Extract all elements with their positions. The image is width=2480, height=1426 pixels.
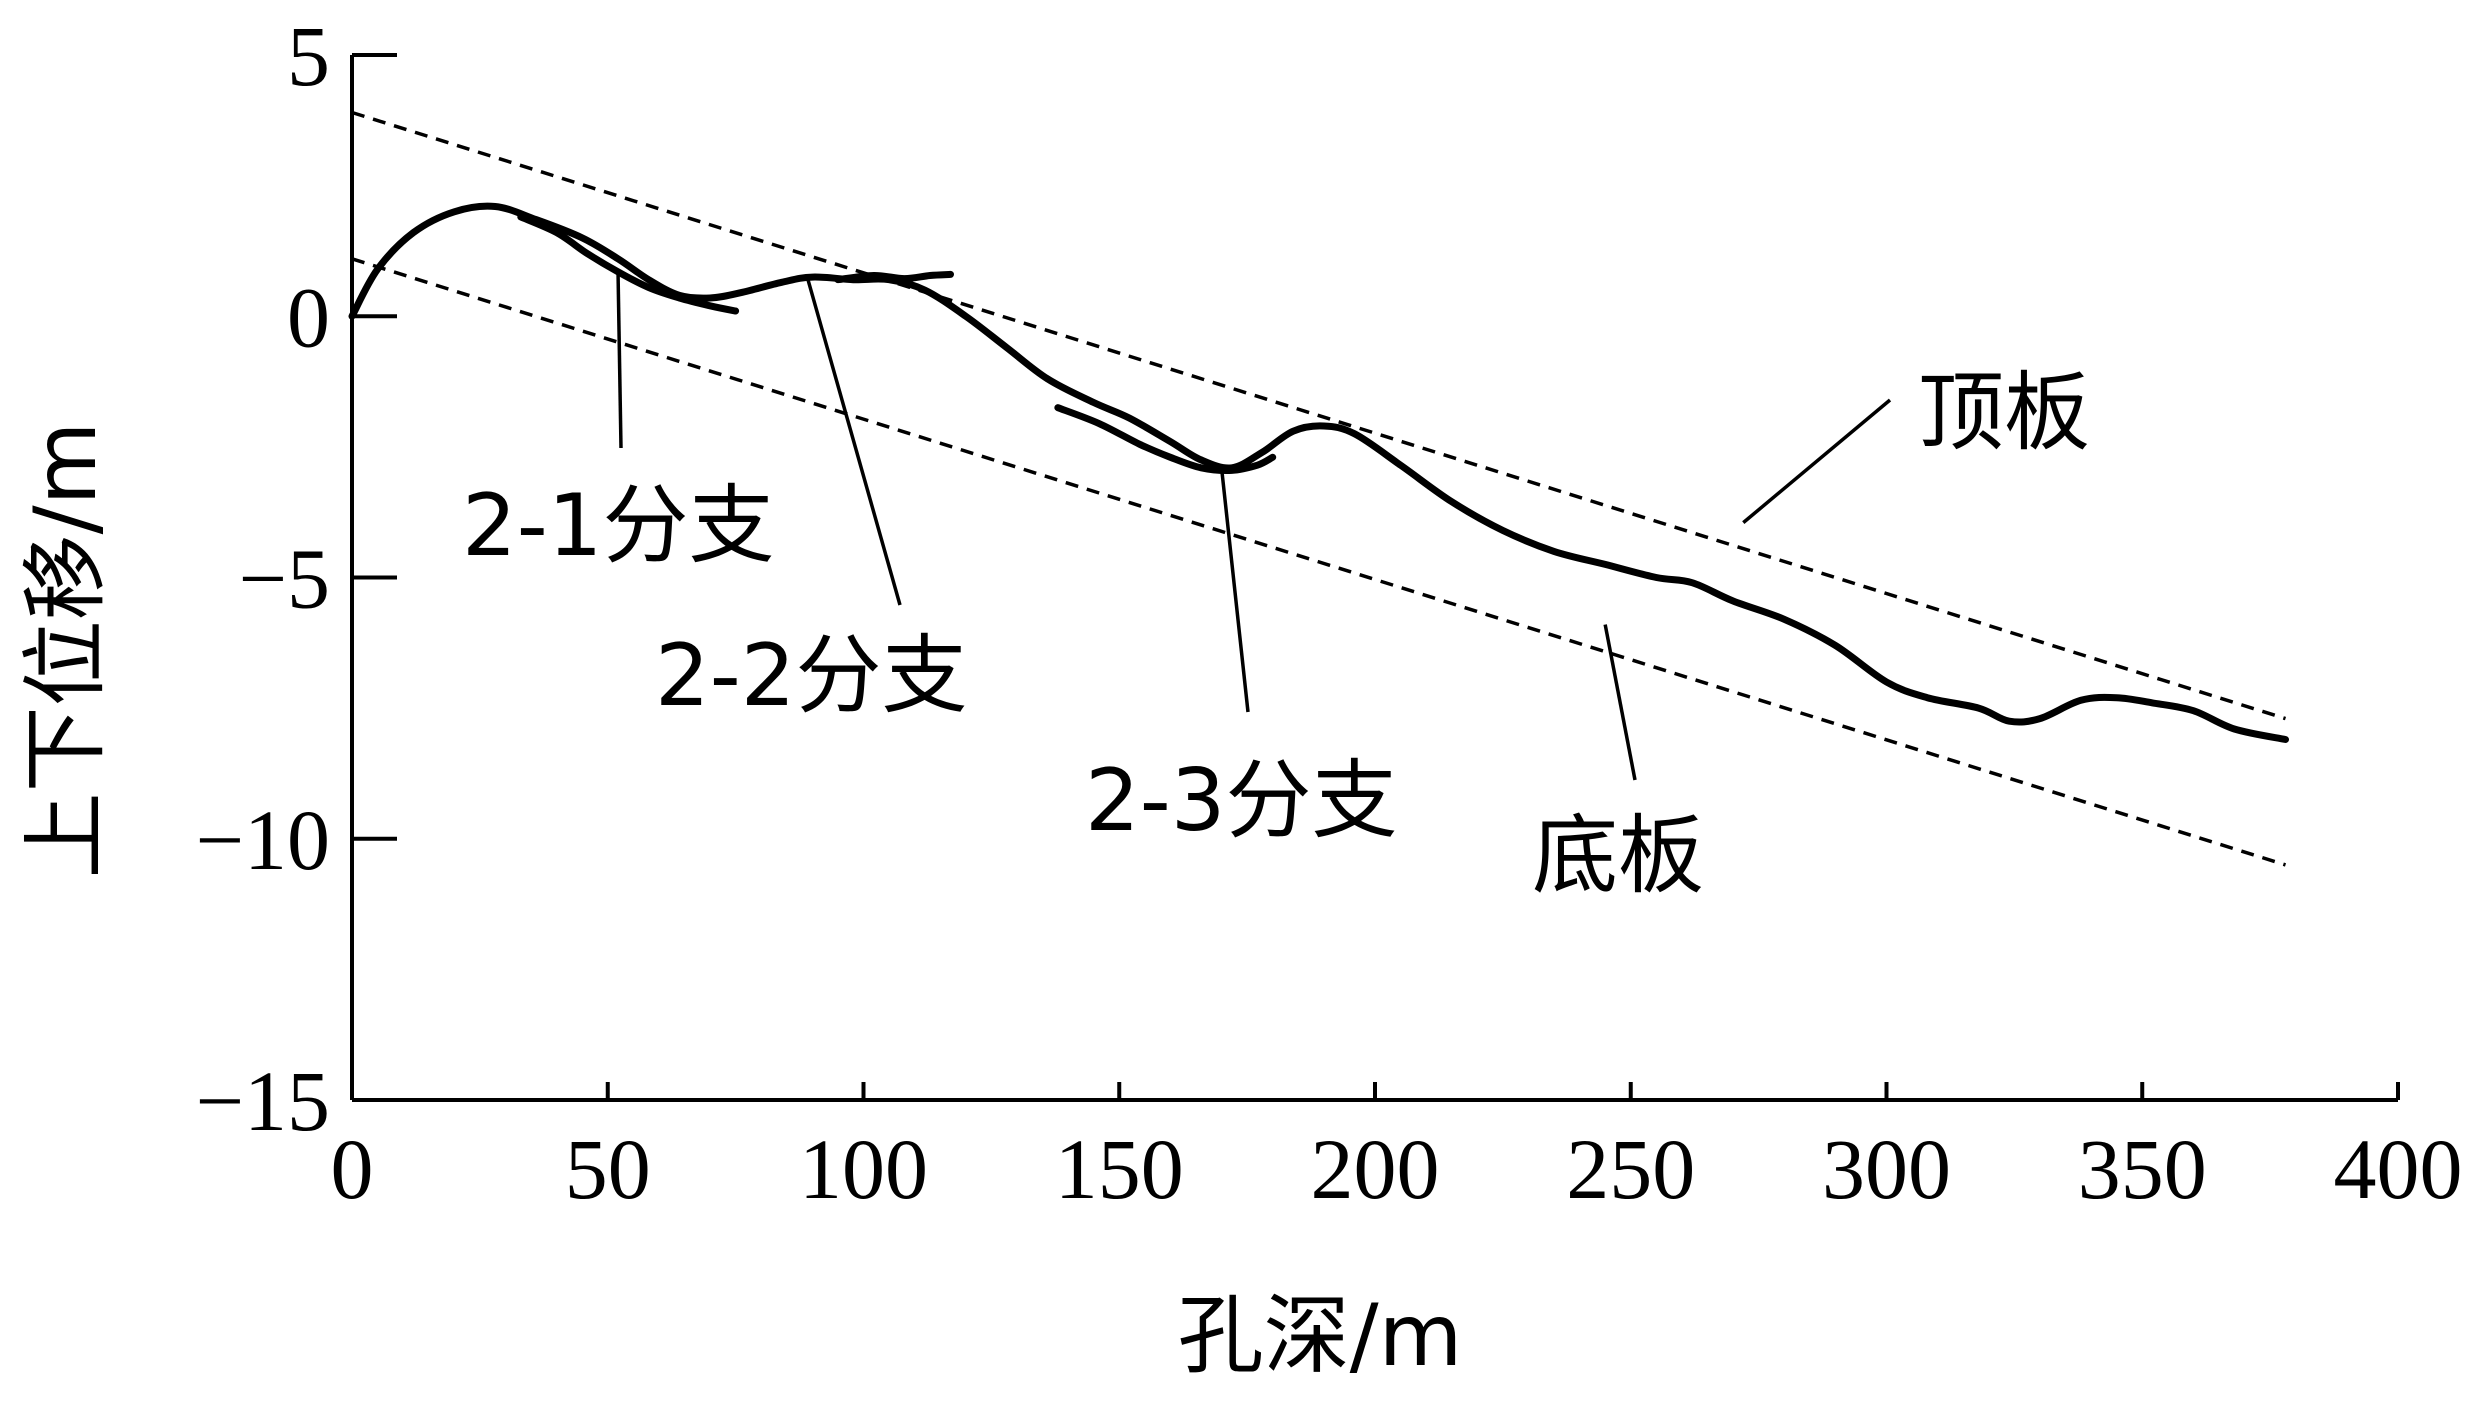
annotation-leader (1603, 624, 1637, 781)
annotation-leader (1219, 467, 1250, 713)
x-tick-label: 0 (331, 1121, 374, 1217)
y-tick-label: −10 (195, 792, 330, 888)
y-tick-label: 5 (287, 8, 330, 104)
x-tick-label: 100 (799, 1121, 928, 1217)
series-line-2 (834, 270, 954, 284)
x-tick-label: 150 (1055, 1121, 1184, 1217)
x-tick-label: 200 (1311, 1121, 1440, 1217)
x-tick-label: 350 (2078, 1121, 2207, 1217)
annotation-leader (1742, 398, 1892, 524)
series-lines (348, 202, 2289, 743)
x-tick-label: 50 (565, 1121, 651, 1217)
annotation-label: 2-2分支 (655, 626, 967, 726)
annotation-label: 2-3分支 (1085, 751, 1397, 851)
annotation-label: 顶板 (1918, 363, 2090, 463)
annotation-label: 2-1分支 (462, 476, 774, 576)
series-line-1 (517, 213, 740, 315)
x-axis-title: 孔深/m (1178, 1286, 1463, 1386)
series-line-3 (1054, 404, 1277, 474)
axes (350, 55, 2398, 1102)
y-axis-title: 上下位移/m (16, 422, 116, 879)
x-tick-label: 250 (1566, 1121, 1695, 1217)
reference-line-5 (351, 257, 2287, 867)
reference-lines (351, 110, 2287, 867)
series-line-0 (348, 202, 2289, 743)
annotation-label: 底板 (1532, 806, 1704, 906)
annotation-leader (805, 276, 902, 606)
x-tick-label: 300 (1822, 1121, 1951, 1217)
reference-line-4 (351, 110, 2287, 721)
y-tick-label: 0 (287, 269, 330, 365)
annotation-leader (616, 269, 623, 449)
y-tick-label: −5 (238, 531, 330, 627)
y-tick-label: −15 (195, 1053, 330, 1149)
x-tick-label: 400 (2334, 1121, 2463, 1217)
